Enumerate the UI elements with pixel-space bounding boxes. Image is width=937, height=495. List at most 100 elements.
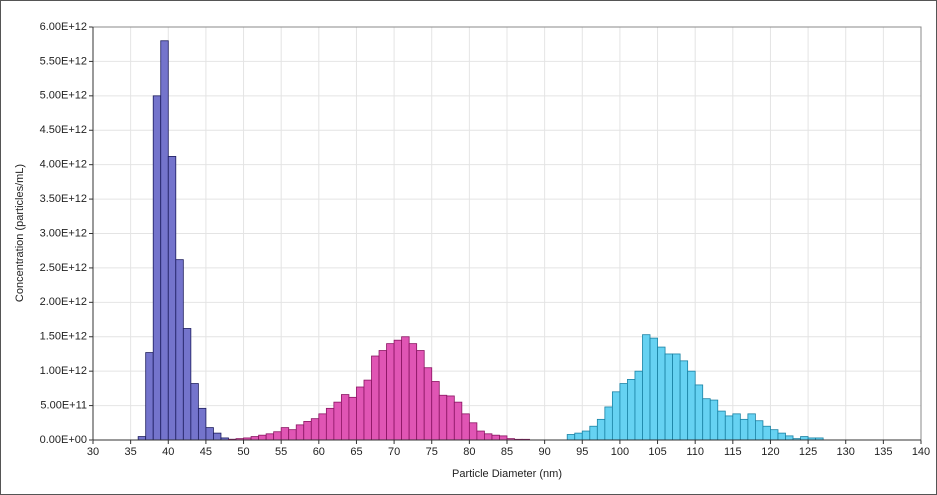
bar [709, 399, 719, 441]
bar [566, 434, 576, 441]
bar [386, 343, 395, 441]
bar [250, 436, 259, 441]
bar [468, 422, 478, 441]
x-tick-label: 90 [539, 446, 551, 458]
bar [303, 421, 312, 441]
x-tick-label: 140 [912, 446, 930, 458]
bar [657, 346, 666, 441]
bar [634, 370, 643, 441]
bar [182, 328, 192, 441]
y-tick-label: 6.00E+12 [40, 21, 87, 33]
bar [694, 384, 704, 441]
bar [265, 433, 275, 441]
y-tick-label: 5.00E+11 [40, 399, 87, 411]
x-tick-label: 120 [761, 446, 779, 458]
bar [491, 434, 500, 441]
bar [280, 427, 290, 441]
bar [461, 413, 470, 441]
bar [574, 432, 583, 441]
bar [446, 395, 455, 441]
y-tick-label: 4.00E+12 [40, 159, 87, 171]
bar [724, 415, 734, 441]
x-tick-label: 55 [275, 446, 287, 458]
bar [589, 425, 598, 441]
bar [145, 352, 154, 441]
x-tick-label: 85 [501, 446, 513, 458]
x-tick-label: 65 [350, 446, 362, 458]
y-tick-label: 4.50E+12 [40, 124, 87, 136]
bar [581, 430, 591, 441]
x-axis-label: Particle Diameter (nm) [452, 468, 562, 480]
bar [348, 396, 357, 441]
bar [160, 40, 169, 441]
y-tick-label: 5.00E+12 [40, 90, 87, 102]
y-tick-label: 1.50E+12 [40, 331, 87, 343]
bar [197, 407, 207, 441]
x-tick-label: 80 [463, 446, 475, 458]
bar [777, 432, 786, 441]
x-tick-label: 95 [576, 446, 588, 458]
bar [393, 339, 403, 441]
x-tick-label: 75 [426, 446, 438, 458]
bar [672, 353, 681, 441]
y-tick-label: 5.50E+12 [40, 55, 87, 67]
x-tick-label: 115 [724, 446, 742, 458]
bar [175, 259, 184, 441]
bar [785, 435, 794, 441]
x-tick-label: 30 [87, 446, 99, 458]
bar [619, 383, 628, 441]
x-tick-label: 130 [837, 446, 855, 458]
bar [273, 431, 282, 441]
y-tick-label: 2.00E+12 [40, 296, 87, 308]
bar [702, 398, 711, 441]
bar [152, 95, 162, 441]
bar [363, 379, 372, 441]
x-tick-label: 70 [388, 446, 400, 458]
bar [770, 429, 779, 441]
bar [438, 394, 448, 441]
bar [190, 383, 199, 441]
x-tick-label: 60 [313, 446, 325, 458]
bar [295, 424, 305, 441]
bar [318, 413, 327, 441]
bar [604, 406, 613, 441]
bar [356, 386, 365, 441]
x-tick-label: 110 [686, 446, 704, 458]
bar [627, 379, 636, 441]
bar [401, 336, 410, 441]
bar [431, 381, 440, 441]
bar [642, 334, 651, 441]
bar [205, 427, 214, 441]
x-tick-label: 125 [799, 446, 817, 458]
bar [378, 350, 387, 441]
bar [453, 401, 463, 441]
bar [476, 430, 485, 441]
bar [333, 401, 342, 441]
bar [739, 418, 749, 441]
bar [755, 420, 764, 441]
x-tick-label: 45 [200, 446, 212, 458]
bar [310, 418, 320, 441]
bar [288, 429, 297, 441]
bar [325, 407, 335, 441]
y-tick-label: 0.00E+00 [40, 434, 87, 446]
bar [747, 413, 756, 441]
y-tick-label: 3.50E+12 [40, 193, 87, 205]
bar [649, 337, 658, 441]
bar [800, 436, 809, 441]
y-tick-label: 3.00E+12 [40, 227, 87, 239]
bar [340, 394, 350, 441]
y-axis-label: Concentration (particles/mL) [14, 164, 26, 302]
bar [499, 435, 508, 441]
bar [137, 436, 147, 441]
bar [258, 434, 267, 441]
bar [484, 433, 493, 441]
bar [416, 350, 425, 441]
bar [167, 156, 177, 441]
x-tick-label: 105 [648, 446, 666, 458]
bar [213, 432, 222, 441]
bar [423, 367, 433, 441]
y-tick-label: 1.00E+12 [40, 365, 87, 377]
bar [687, 370, 696, 441]
